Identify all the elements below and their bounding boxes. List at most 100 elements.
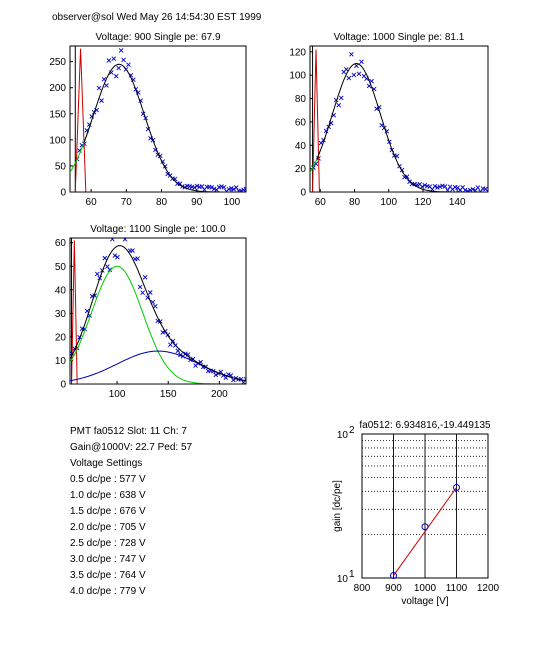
y-tick-exp-1: 2 [349,425,355,436]
data-point [140,290,145,295]
gain-point [421,523,429,531]
y-tick-label-2: 40 [295,141,307,152]
data-point [126,62,131,68]
data-point [442,184,448,189]
y-tick-label-6: 120 [289,47,306,58]
x-tick-label-4: 1200 [477,583,500,594]
y-tick-label-5: 50 [55,262,67,273]
data-point [338,95,344,101]
data-point [170,338,176,344]
data-point [313,161,319,166]
histogram-1: Voltage: 1000 Single pe: 81.1 60 80 100 120 1… [289,32,489,208]
y-tick-label-4: 80 [295,94,307,105]
total-fit [70,245,246,382]
y-tick-label-0: 0 [60,380,66,391]
data-point [435,185,440,190]
data-point [226,186,232,192]
data-point [238,188,244,192]
setting-6: 3.5 dc/pe : 764 V [70,570,146,581]
data-point [349,51,354,57]
plot-frame [309,45,489,193]
chart-title: Voltage: 1000 Single pe: 81.1 [334,32,465,43]
y-tick-label-5: 250 [49,57,66,68]
data-point [104,83,109,88]
data-point [462,187,468,192]
setting-7: 4.0 dc/pe : 779 V [70,586,146,597]
pmt-info: PMT fa0512 Slot: 11 Ch: 7 [70,426,187,437]
data-point [152,303,158,309]
y-tick-label-0: 0 [60,188,66,199]
y-tick-label-2: 100 [49,135,66,146]
data-point [211,186,217,192]
x-tick-label-1: 900 [385,583,402,594]
data-point [118,48,124,53]
x-tick-label-2: 100 [380,197,397,208]
x-tick-label-4: 100 [224,197,241,208]
data-point [106,58,112,63]
setting-2: 1.5 dc/pe : 676 V [70,506,146,517]
pedestal-fit [74,48,87,192]
voltage-settings-heading: Voltage Settings [70,458,143,469]
x-tick-label-0: 60 [315,197,327,208]
data-point [356,71,362,77]
y-tick-label-1: 20 [295,164,307,175]
data-point [465,188,471,192]
y-tick-label-1: 50 [55,161,67,172]
setting-1: 1.0 dc/pe : 638 V [70,490,146,501]
y-tick-label-1: 10 [337,430,349,441]
data-point [110,238,115,242]
y-axis-label: gain [dc/pe] [332,480,343,532]
data-point [112,253,118,258]
data-point [221,184,227,190]
x-tick-label-2: 80 [156,197,168,208]
plot-area [310,46,488,192]
y-tick-label-3: 60 [295,117,307,128]
data-point [192,185,197,190]
data-point [412,181,417,187]
data-point [116,65,121,71]
data-point [128,72,134,78]
y-tick-label-1: 10 [55,356,67,367]
y-tick-label-3: 30 [55,309,67,320]
data-point [99,98,104,103]
x-tick-label-2: 200 [211,389,228,400]
x-tick-label-3: 1100 [446,583,468,594]
data-point [165,171,170,177]
x-tick-label-3: 90 [191,197,203,208]
pedestal-fit [312,49,320,192]
data-point [470,187,476,192]
y-tick-label-2: 20 [55,332,67,343]
y-tick-label-6: 60 [55,238,67,249]
setting-3: 2.0 dc/pe : 705 V [70,522,146,533]
x-tick-label-1: 70 [121,197,133,208]
data-point [351,72,357,78]
plot-area [70,46,246,192]
y-tick-label-4: 40 [55,285,67,296]
x-tick-label-0: 800 [354,583,371,594]
single-pe-fit [70,265,220,384]
data-point [137,284,143,290]
x-tick-label-1: 150 [160,389,177,400]
data-point [437,184,443,190]
data-point [243,186,246,192]
data-point [199,184,205,189]
x-tick-label-3: 120 [415,197,432,208]
gain-info: Gain@1000V: 22.7 Ped: 57 [70,442,193,453]
data-point [122,238,128,242]
data-point [94,271,100,277]
data-point [160,330,166,335]
pedestal-fit [71,240,78,384]
y-tick-exp-0: 1 [349,569,355,580]
plot-frame [69,237,247,385]
data-point [475,185,481,190]
y-tick-label-0: 10 [337,574,349,585]
data-point [102,255,108,261]
data-point [485,189,488,192]
chart-title: fa0512: 6.934816,-19.449135 [359,420,491,431]
chart-title: Voltage: 900 Single pe: 67.9 [95,32,221,43]
gain-fit-line [393,487,457,576]
data-point [209,185,215,190]
data-point [346,75,352,81]
data-point [172,176,178,182]
